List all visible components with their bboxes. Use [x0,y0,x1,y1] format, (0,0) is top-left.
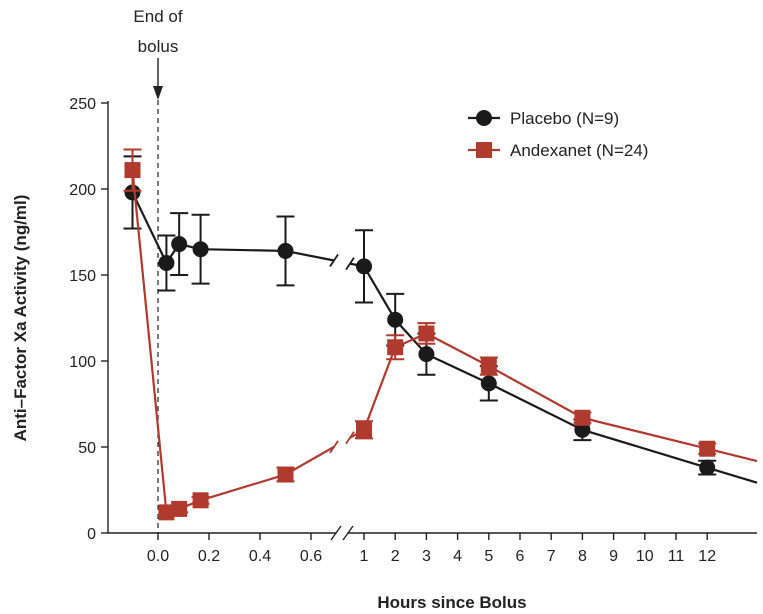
series-line-segment [582,416,708,450]
data-point-placebo [356,258,372,275]
data-point-placebo [574,421,591,438]
x-tick-label: 5 [484,548,493,565]
series-line-tail [706,466,758,484]
data-point-andexanet [356,421,372,438]
x-tick-label: 3 [422,548,431,565]
data-point-placebo [699,459,716,476]
x-tick-label: 8 [578,548,587,565]
series-break-mark [345,257,355,271]
series-line-segment [582,428,708,469]
data-point-placebo [480,375,497,392]
data-point-andexanet [277,466,294,483]
y-tick-label: 0 [87,526,96,543]
x-tick-label: 4 [453,548,462,565]
series-line-segment [285,249,335,262]
x-axis-break-mark [342,525,354,541]
annotation-line-2: bolus [138,37,179,56]
data-point-andexanet [574,409,591,426]
x-tick-label: 9 [609,548,618,565]
x-tick-label: 2 [391,548,400,565]
series-line-segment [284,445,335,476]
data-point-andexanet [418,325,435,342]
series-line-segment [131,191,168,264]
series-break-mark [329,440,339,454]
legend-label: Andexanet (N=24) [510,141,648,160]
x-tick-label: 12 [698,548,716,565]
legend-label: Placebo (N=9) [510,109,619,128]
series-break-mark [329,253,339,267]
series-line-segment [200,473,286,502]
x-tick-label: 0.2 [198,548,220,565]
data-point-placebo [277,242,294,259]
x-tick-label: 0.6 [300,548,322,565]
y-tick-label: 150 [69,268,96,285]
x-tick-label: 0.4 [249,548,271,565]
series-line-segment [363,265,397,321]
legend: Placebo (N=9) Andexanet (N=24) [468,109,648,160]
data-point-andexanet [480,358,497,375]
series-line-segment [425,353,490,385]
y-tick-label: 250 [69,96,96,113]
data-point-placebo [171,236,188,253]
series-break-mark [345,431,355,445]
x-tick-label: 6 [516,548,525,565]
data-point-andexanet [158,504,175,521]
series-layer [123,148,758,521]
legend-item-placebo: Placebo (N=9) [468,109,619,128]
legend-marker-square [476,142,492,158]
annotation-line-1: End of [133,7,182,26]
data-point-andexanet [171,500,188,517]
series-line-segment [131,169,168,513]
legend-marker-circle [476,110,492,126]
x-axis-break-mark [330,525,342,541]
data-point-andexanet [124,162,141,179]
data-point-placebo [124,184,141,201]
end-of-bolus-annotation: End of bolus [133,7,182,56]
data-point-placebo [158,254,175,271]
data-point-placebo [418,346,435,363]
x-tick-label: 10 [636,548,654,565]
data-point-placebo [387,311,404,328]
series-line-segment [488,365,583,419]
series-line-segment [425,332,490,368]
data-point-andexanet [699,440,716,457]
series-placebo [123,155,758,484]
end-of-bolus-arrow-head [153,86,163,100]
x-tick-label: 0.0 [147,548,169,565]
legend-item-andexanet: Andexanet (N=24) [468,141,648,160]
series-line-segment [200,248,286,253]
series-line-segment [362,346,397,431]
y-tick-label: 200 [69,182,96,199]
y-tick-label: 50 [78,440,96,457]
y-tick-label: 100 [69,354,96,371]
series-line-tail [706,447,758,463]
x-tick-label: 7 [547,548,556,565]
x-tick-label: 1 [360,548,369,565]
data-point-andexanet [387,339,404,356]
series-andexanet [123,148,758,521]
y-axis-title: Anti–Factor Xa Activity (ng/ml) [11,195,30,442]
data-point-placebo [192,241,209,258]
data-point-andexanet [192,492,209,509]
x-axis-title: Hours since Bolus [377,593,526,612]
series-line-segment [488,382,583,431]
x-tick-label: 11 [668,548,685,565]
